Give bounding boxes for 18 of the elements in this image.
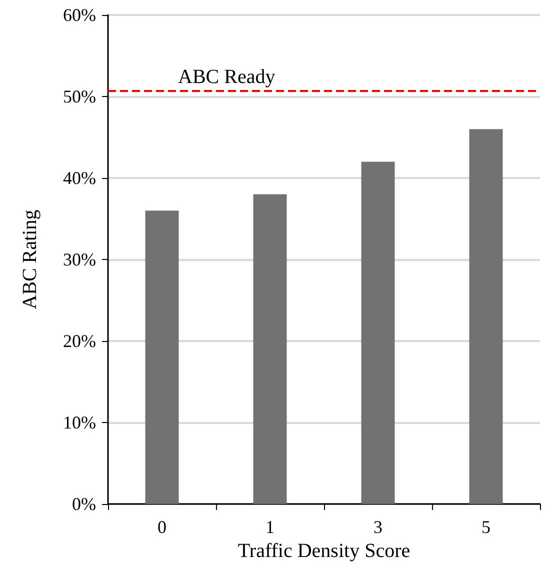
y-tick-label: 40% xyxy=(63,168,96,188)
bar xyxy=(253,194,287,504)
y-tick-label: 0% xyxy=(72,494,96,514)
bar xyxy=(469,129,503,504)
x-tick-label: 5 xyxy=(482,517,490,537)
x-axis-title: Traffic Density Score xyxy=(238,540,410,562)
y-axis-title: ABC Rating xyxy=(19,210,41,310)
x-tick-label: 0 xyxy=(158,517,166,537)
y-tick-label: 60% xyxy=(63,5,96,25)
bar xyxy=(145,210,179,504)
y-tick-label: 20% xyxy=(63,331,96,351)
y-tick-label: 50% xyxy=(63,86,96,106)
x-tick-label: 1 xyxy=(266,517,274,537)
x-tick-label: 3 xyxy=(374,517,382,537)
bar xyxy=(361,162,395,504)
y-tick-label: 30% xyxy=(63,250,96,270)
ref-line-label: ABC Ready xyxy=(178,66,276,88)
y-tick-label: 10% xyxy=(63,412,96,432)
